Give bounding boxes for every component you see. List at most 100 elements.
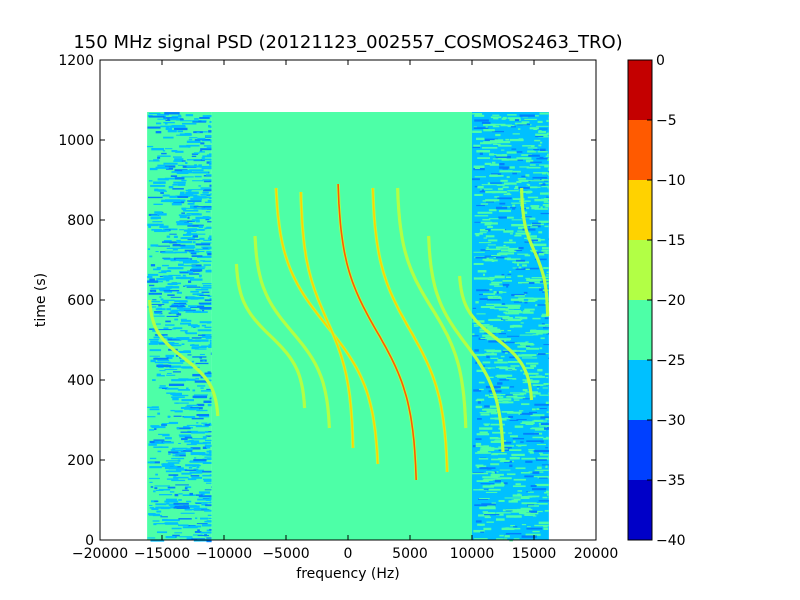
- noise-speckle: [170, 449, 173, 451]
- noise-speckle: [164, 178, 177, 180]
- noise-speckle: [474, 349, 479, 352]
- noise-speckle: [491, 161, 496, 164]
- noise-speckle: [165, 324, 175, 326]
- noise-speckle: [153, 446, 169, 448]
- noise-speckle: [165, 387, 179, 390]
- noise-speckle: [180, 120, 191, 122]
- noise-speckle: [149, 457, 157, 460]
- noise-speckle: [179, 245, 195, 247]
- noise-speckle: [498, 158, 507, 160]
- noise-speckle: [501, 249, 515, 252]
- noise-speckle: [509, 356, 516, 359]
- noise-speckle: [496, 393, 502, 396]
- noise-speckle: [475, 442, 482, 446]
- noise-speckle: [162, 441, 174, 444]
- colorbar-segment: [628, 360, 652, 420]
- noise-speckle: [164, 437, 172, 440]
- noise-speckle: [176, 239, 181, 243]
- noise-speckle: [490, 473, 504, 476]
- noise-speckle: [497, 376, 507, 378]
- noise-speckle: [207, 379, 212, 382]
- noise-speckle: [206, 537, 212, 539]
- noise-speckle: [163, 117, 179, 119]
- noise-speckle: [512, 324, 521, 328]
- noise-speckle: [505, 138, 510, 141]
- noise-speckle: [172, 534, 180, 537]
- noise-speckle: [208, 130, 212, 133]
- colorbar-tick-label: −15: [656, 233, 686, 249]
- noise-speckle: [531, 239, 539, 242]
- noise-speckle: [153, 523, 157, 526]
- noise-speckle: [472, 333, 475, 336]
- noise-speckle: [159, 370, 166, 372]
- noise-speckle: [509, 239, 513, 242]
- noise-speckle: [199, 165, 212, 168]
- noise-speckle: [209, 120, 212, 123]
- noise-speckle: [189, 278, 203, 281]
- noise-speckle: [479, 191, 488, 193]
- noise-speckle: [154, 428, 157, 430]
- noise-speckle: [148, 115, 165, 118]
- noise-speckle: [187, 354, 192, 356]
- noise-speckle: [497, 291, 507, 293]
- noise-speckle: [191, 438, 206, 440]
- noise-speckle: [526, 183, 530, 186]
- noise-speckle: [489, 307, 495, 309]
- noise-speckle: [540, 212, 549, 215]
- noise-speckle: [183, 265, 196, 267]
- noise-speckle: [151, 147, 165, 151]
- noise-speckle: [153, 181, 162, 184]
- noise-speckle: [157, 213, 167, 216]
- noise-speckle: [507, 330, 512, 332]
- noise-speckle: [167, 415, 170, 418]
- noise-speckle: [189, 492, 193, 496]
- noise-speckle: [502, 317, 513, 320]
- noise-speckle: [200, 531, 212, 534]
- noise-speckle: [523, 267, 539, 270]
- noise-speckle: [192, 180, 204, 182]
- noise-speckle: [201, 422, 208, 424]
- noise-speckle: [497, 315, 500, 318]
- noise-speckle: [202, 309, 205, 312]
- noise-speckle: [176, 507, 190, 509]
- noise-speckle: [184, 249, 195, 252]
- noise-speckle: [209, 454, 212, 457]
- noise-speckle: [189, 461, 205, 463]
- noise-speckle: [200, 387, 204, 389]
- noise-speckle: [186, 286, 201, 288]
- noise-speckle: [176, 291, 182, 294]
- noise-speckle: [193, 152, 200, 154]
- noise-speckle: [474, 538, 488, 540]
- noise-speckle: [544, 491, 549, 494]
- noise-speckle: [478, 458, 489, 460]
- noise-speckle: [496, 338, 511, 341]
- noise-speckle: [208, 422, 212, 426]
- noise-speckle: [180, 406, 191, 410]
- noise-speckle: [204, 444, 212, 447]
- noise-speckle: [510, 207, 517, 209]
- noise-speckle: [531, 408, 536, 411]
- noise-speckle: [511, 456, 517, 460]
- noise-speckle: [524, 475, 534, 478]
- noise-speckle: [484, 223, 492, 226]
- noise-speckle: [535, 133, 548, 136]
- noise-speckle: [169, 118, 180, 121]
- noise-speckle: [167, 372, 172, 374]
- noise-speckle: [204, 489, 212, 491]
- noise-speckle: [196, 469, 205, 472]
- noise-speckle: [477, 270, 487, 273]
- noise-speckle: [525, 309, 529, 312]
- noise-speckle: [167, 294, 175, 296]
- x-tick-label: 5000: [392, 546, 428, 562]
- noise-speckle: [166, 247, 180, 249]
- noise-speckle: [543, 278, 549, 282]
- noise-speckle: [166, 337, 173, 340]
- noise-speckle: [543, 252, 549, 254]
- noise-speckle: [199, 294, 210, 296]
- noise-speckle: [206, 458, 212, 460]
- noise-speckle: [546, 282, 549, 285]
- noise-speckle: [189, 505, 200, 508]
- noise-speckle: [179, 259, 191, 262]
- noise-speckle: [210, 238, 212, 241]
- noise-speckle: [169, 233, 177, 235]
